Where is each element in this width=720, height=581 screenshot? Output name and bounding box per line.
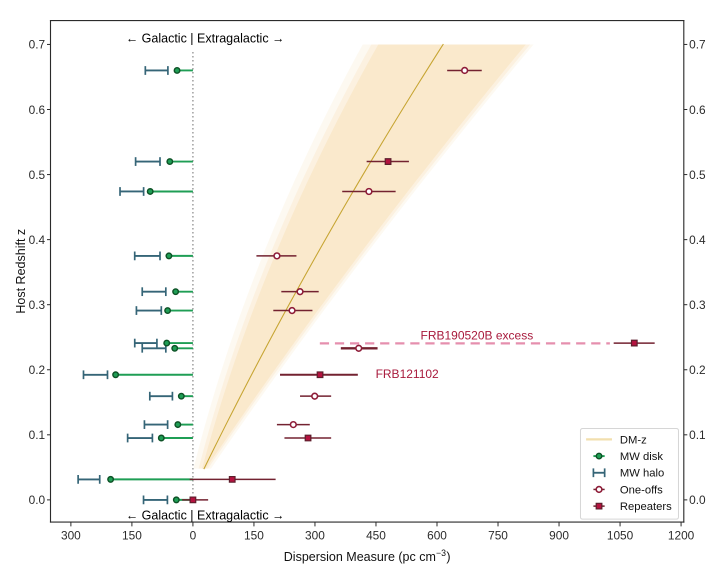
svg-text:0.5: 0.5	[689, 168, 706, 182]
svg-text:Repeaters: Repeaters	[620, 501, 672, 513]
svg-text:0.0: 0.0	[29, 493, 46, 507]
svg-text:1200: 1200	[668, 528, 695, 542]
svg-text:150: 150	[244, 528, 264, 542]
svg-text:150: 150	[122, 528, 142, 542]
svg-text:MW disk: MW disk	[620, 451, 663, 463]
svg-text:0.0: 0.0	[689, 493, 706, 507]
svg-text:0.4: 0.4	[29, 233, 46, 247]
svg-text:0.3: 0.3	[689, 298, 706, 312]
svg-text:0.6: 0.6	[29, 103, 46, 117]
svg-text:900: 900	[549, 528, 569, 542]
svg-text:0.5: 0.5	[29, 168, 46, 182]
svg-text:0: 0	[190, 528, 197, 542]
svg-text:One-offs: One-offs	[620, 484, 663, 496]
svg-text:FRB190520B excess: FRB190520B excess	[420, 329, 533, 343]
svg-text:0.1: 0.1	[689, 428, 706, 442]
svg-text:← Galactic | Extragalactic →: ← Galactic | Extragalactic →	[126, 508, 285, 522]
svg-text:Host Redshift z: Host Redshift z	[14, 229, 28, 314]
svg-text:0.6: 0.6	[689, 103, 706, 117]
svg-text:MW halo: MW halo	[620, 468, 664, 480]
svg-text:FRB121102: FRB121102	[376, 367, 439, 381]
svg-text:300: 300	[305, 528, 325, 542]
svg-text:1050: 1050	[607, 528, 634, 542]
svg-text:0.1: 0.1	[29, 428, 46, 442]
svg-text:300: 300	[61, 528, 81, 542]
svg-text:0.2: 0.2	[689, 363, 706, 377]
svg-text:0.3: 0.3	[29, 298, 46, 312]
svg-text:450: 450	[366, 528, 386, 542]
svg-text:750: 750	[488, 528, 508, 542]
svg-text:← Galactic | Extragalactic →: ← Galactic | Extragalactic →	[126, 31, 285, 45]
svg-text:D i s p: D i s p e r s i o n M e a s u r e ( p c	[284, 539, 456, 566]
svg-text:DM-z: DM-z	[620, 434, 647, 446]
svg-text:0.2: 0.2	[29, 363, 46, 377]
svg-text:0.7: 0.7	[689, 38, 706, 52]
svg-text:0.7: 0.7	[29, 38, 46, 52]
svg-text:0.4: 0.4	[689, 233, 706, 247]
svg-text:600: 600	[427, 528, 447, 542]
